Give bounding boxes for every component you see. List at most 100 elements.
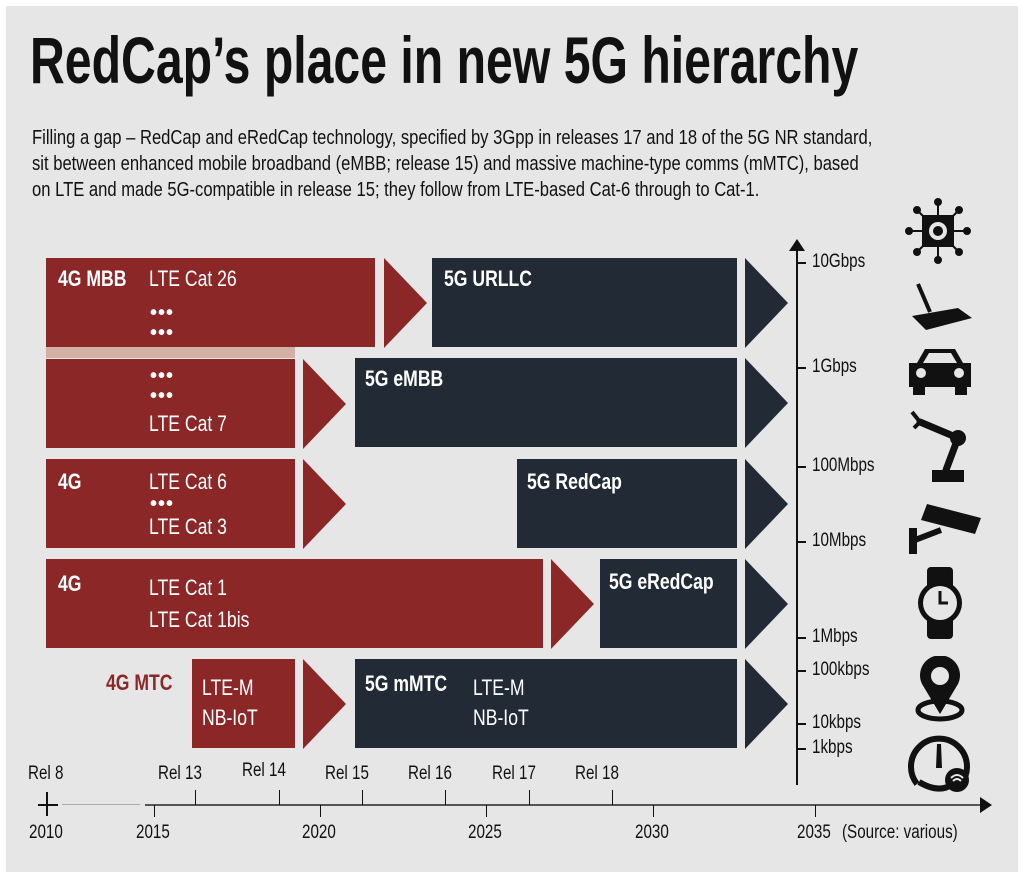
arrow-right-icon (745, 258, 788, 348)
car-icon (909, 349, 971, 395)
nr-label: 5G mMTC (365, 671, 448, 696)
lte-box-4g: 4G LTE Cat 6 ••• LTE Cat 3 (46, 459, 295, 548)
tick (797, 748, 806, 750)
nr-box-5g-embb: 5G eMBB (355, 358, 737, 447)
year-label: 2010 (29, 822, 63, 843)
year-label: 2035 (797, 822, 831, 843)
location-pin-icon (915, 656, 965, 722)
nr-label: 5G eMBB (365, 366, 444, 391)
tick (154, 805, 155, 817)
tick (195, 790, 196, 805)
divider-strip (46, 347, 295, 358)
speed-axis-line (796, 250, 798, 785)
release-label: Rel 16 (408, 763, 452, 784)
arrow-right-icon (384, 258, 427, 348)
lte-label: LTE Cat 1 (149, 575, 227, 600)
release-label: Rel 18 (575, 763, 619, 784)
source-note: (Source: various) (842, 822, 958, 843)
arrow-right-icon (745, 459, 788, 549)
arrow-right-icon (745, 559, 788, 649)
speed-label: 100kbps (812, 659, 870, 680)
tick (612, 790, 613, 805)
speed-label: 1kbps (812, 737, 853, 758)
release-label: Rel 15 (325, 763, 369, 784)
tick (797, 541, 806, 543)
lte-label: LTE Cat 3 (149, 514, 227, 539)
ellipsis: ••• (150, 302, 175, 324)
release-label: Rel 17 (492, 763, 536, 784)
lte-label: LTE Cat 6 (149, 469, 227, 494)
group-label: 4G MBB (58, 266, 127, 291)
tick (529, 790, 530, 805)
time-axis-line (145, 804, 980, 806)
ellipsis: ••• (150, 493, 175, 515)
lte-label: LTE-M (202, 675, 254, 700)
lte-box-4g-mbb: 4G MBB LTE Cat 26 ••• ••• (46, 258, 375, 347)
year-label: 2015 (136, 822, 170, 843)
nr-box-5g-eredcap: 5G eRedCap (600, 559, 737, 648)
subtitle-line: on LTE and made 5G-compatible in release… (32, 179, 760, 201)
tick (362, 790, 363, 805)
ellipsis: ••• (150, 385, 175, 407)
nr-label: 5G eRedCap (609, 569, 714, 594)
tick (797, 367, 806, 369)
tick (797, 723, 806, 725)
release-label: Rel 8 (28, 763, 64, 784)
arrow-right-icon (551, 559, 594, 649)
nr-box-5g-redcap: 5G RedCap (517, 459, 737, 548)
arrow-up-icon (789, 239, 805, 251)
lte-label: LTE Cat 7 (149, 411, 227, 436)
ellipsis: ••• (150, 365, 175, 387)
page-title: RedCap’s place in new 5G hierarchy (30, 23, 859, 97)
tick (46, 792, 48, 816)
meter-icon (908, 735, 970, 792)
nr-sub-label: LTE-M (473, 675, 525, 700)
processor-chip-icon (905, 198, 971, 264)
router-icon (912, 283, 972, 330)
tick (279, 790, 280, 805)
lte-box-cat7: ••• ••• LTE Cat 7 (46, 359, 295, 448)
tick (797, 670, 806, 672)
tick (653, 805, 654, 817)
nr-sub-label: NB-IoT (473, 705, 529, 730)
speed-label: 10Gbps (812, 251, 866, 272)
release-label: Rel 13 (158, 763, 202, 784)
group-label: 4G (58, 469, 82, 494)
year-label: 2020 (302, 822, 336, 843)
lte-label: LTE Cat 1bis (149, 607, 250, 632)
cctv-camera-icon (909, 504, 981, 554)
arrow-right-icon (303, 659, 346, 749)
lte-label: LTE Cat 26 (149, 266, 237, 291)
subtitle-line: sit between enhanced mobile broadband (e… (32, 153, 859, 175)
lte-box-mtc: LTE-M NB-IoT (192, 659, 295, 748)
tick (815, 805, 816, 817)
lte-box-cat1: 4G LTE Cat 1 LTE Cat 1bis (46, 559, 543, 648)
speed-label: 1Gbps (812, 356, 857, 377)
speed-label: 10Mbps (812, 530, 867, 551)
tick (486, 805, 487, 817)
arrow-right-icon (745, 659, 788, 749)
arrow-right-icon (303, 459, 346, 549)
speed-label: 100Mbps (812, 455, 875, 476)
nr-label: 5G RedCap (527, 469, 622, 494)
smartwatch-icon (918, 567, 962, 639)
nr-label: 5G URLLC (444, 266, 532, 291)
speed-label: 1Mbps (812, 626, 858, 647)
time-axis-break (62, 804, 140, 805)
ellipsis: ••• (150, 322, 175, 344)
tick (797, 637, 806, 639)
robot-arm-icon (910, 410, 966, 482)
subtitle-line: Filling a gap – RedCap and eRedCap techn… (32, 127, 873, 149)
arrow-right-icon (303, 359, 346, 449)
nr-box-5g-mmtc: 5G mMTC LTE-M NB-IoT (355, 659, 737, 748)
tick (797, 262, 806, 264)
arrow-right-icon (745, 358, 788, 448)
year-label: 2025 (468, 822, 502, 843)
speed-label: 10kbps (812, 712, 862, 733)
arrow-right-icon (980, 797, 992, 813)
release-label: Rel 14 (242, 760, 286, 781)
group-label: 4G (58, 571, 82, 596)
time-axis-line (38, 804, 58, 806)
group-label: 4G MTC (106, 670, 173, 695)
tick (320, 805, 321, 817)
